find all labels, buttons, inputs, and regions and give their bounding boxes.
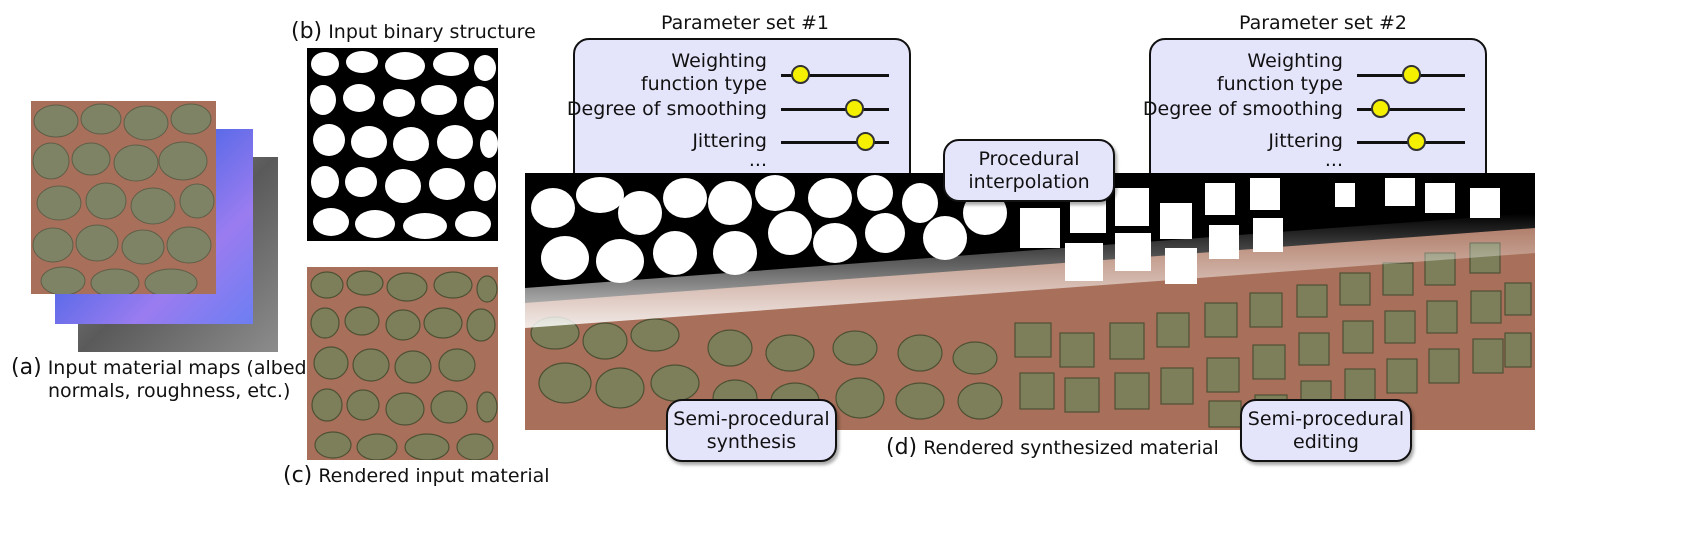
jittering-slider-1-knob[interactable] [855, 132, 875, 151]
weighting-label-2: Weighting function type [1217, 50, 1343, 96]
caption-c-letter: (c) [283, 463, 313, 488]
caption-a-line1: Input material maps (albedo, [47, 357, 325, 379]
param-set-2-title: Parameter set #2 [1239, 12, 1407, 34]
jittering-slider-2-knob[interactable] [1406, 132, 1426, 151]
synthesized-material-graphic [525, 173, 1535, 430]
smoothing-slider-2-track[interactable] [1357, 108, 1465, 111]
caption-d: (d) Rendered synthesized material [886, 436, 1219, 460]
caption-a-letter: (a) [11, 355, 42, 380]
synthesis-line2: synthesis [706, 430, 797, 453]
caption-d-text: Rendered synthesized material [923, 437, 1219, 459]
weighting-label-1-line2: function type [640, 73, 767, 95]
binary-stones [310, 51, 498, 239]
weighting-label-2-line2: function type [1216, 73, 1343, 95]
procedural-interpolation-line1: Procedural [978, 147, 1080, 170]
ellipsis-1: ... [748, 149, 767, 171]
albedo-map [31, 101, 216, 294]
caption-c: (c) Rendered input material [283, 464, 550, 488]
jittering-slider-1-track[interactable] [781, 141, 889, 144]
caption-a: (a) Input material maps (albedo, [11, 356, 324, 380]
smoothing-slider-1-track[interactable] [781, 108, 889, 111]
smoothing-label-1: Degree of smoothing [566, 98, 767, 120]
param-set-1-title: Parameter set #1 [661, 12, 829, 34]
binary-structure-image [307, 48, 498, 241]
semi-procedural-synthesis-bubble: Semi-procedural synthesis [666, 399, 837, 462]
editing-line2: editing [1293, 430, 1359, 453]
editing-line1: Semi-procedural [1247, 407, 1405, 430]
caption-c-text: Rendered input material [318, 465, 550, 487]
caption-a-line2: normals, roughness, etc.) [48, 380, 291, 402]
weighting-label-1: Weighting function type [641, 50, 767, 96]
semi-procedural-editing-bubble: Semi-procedural editing [1240, 399, 1412, 462]
procedural-interpolation-bubble: Procedural interpolation [943, 139, 1115, 202]
jittering-label-2: Jittering [1268, 130, 1343, 152]
albedo-stones [31, 101, 216, 294]
weighting-label-2-line1: Weighting [1247, 50, 1343, 72]
caption-b-letter: (b) [291, 19, 323, 44]
procedural-interpolation-line2: interpolation [968, 170, 1090, 193]
weighting-slider-2-knob[interactable] [1401, 65, 1421, 84]
caption-b-text: Input binary structure [328, 21, 536, 43]
caption-d-letter: (d) [886, 435, 918, 460]
ellipsis-2: ... [1324, 149, 1343, 171]
smoothing-slider-1-knob[interactable] [844, 99, 864, 118]
rendered-input-image [307, 267, 498, 460]
synthesized-material-image [525, 173, 1535, 430]
synthesis-line1: Semi-procedural [673, 407, 830, 430]
caption-b: (b) Input binary structure [291, 20, 536, 44]
smoothing-slider-2-knob[interactable] [1371, 99, 1391, 118]
weighting-label-1-line1: Weighting [671, 50, 767, 72]
weighting-slider-1-track[interactable] [781, 74, 889, 77]
smoothing-label-2: Degree of smoothing [1142, 98, 1343, 120]
weighting-slider-1-knob[interactable] [790, 65, 810, 84]
jittering-label-1: Jittering [692, 130, 767, 152]
rendered-stones [307, 267, 498, 460]
